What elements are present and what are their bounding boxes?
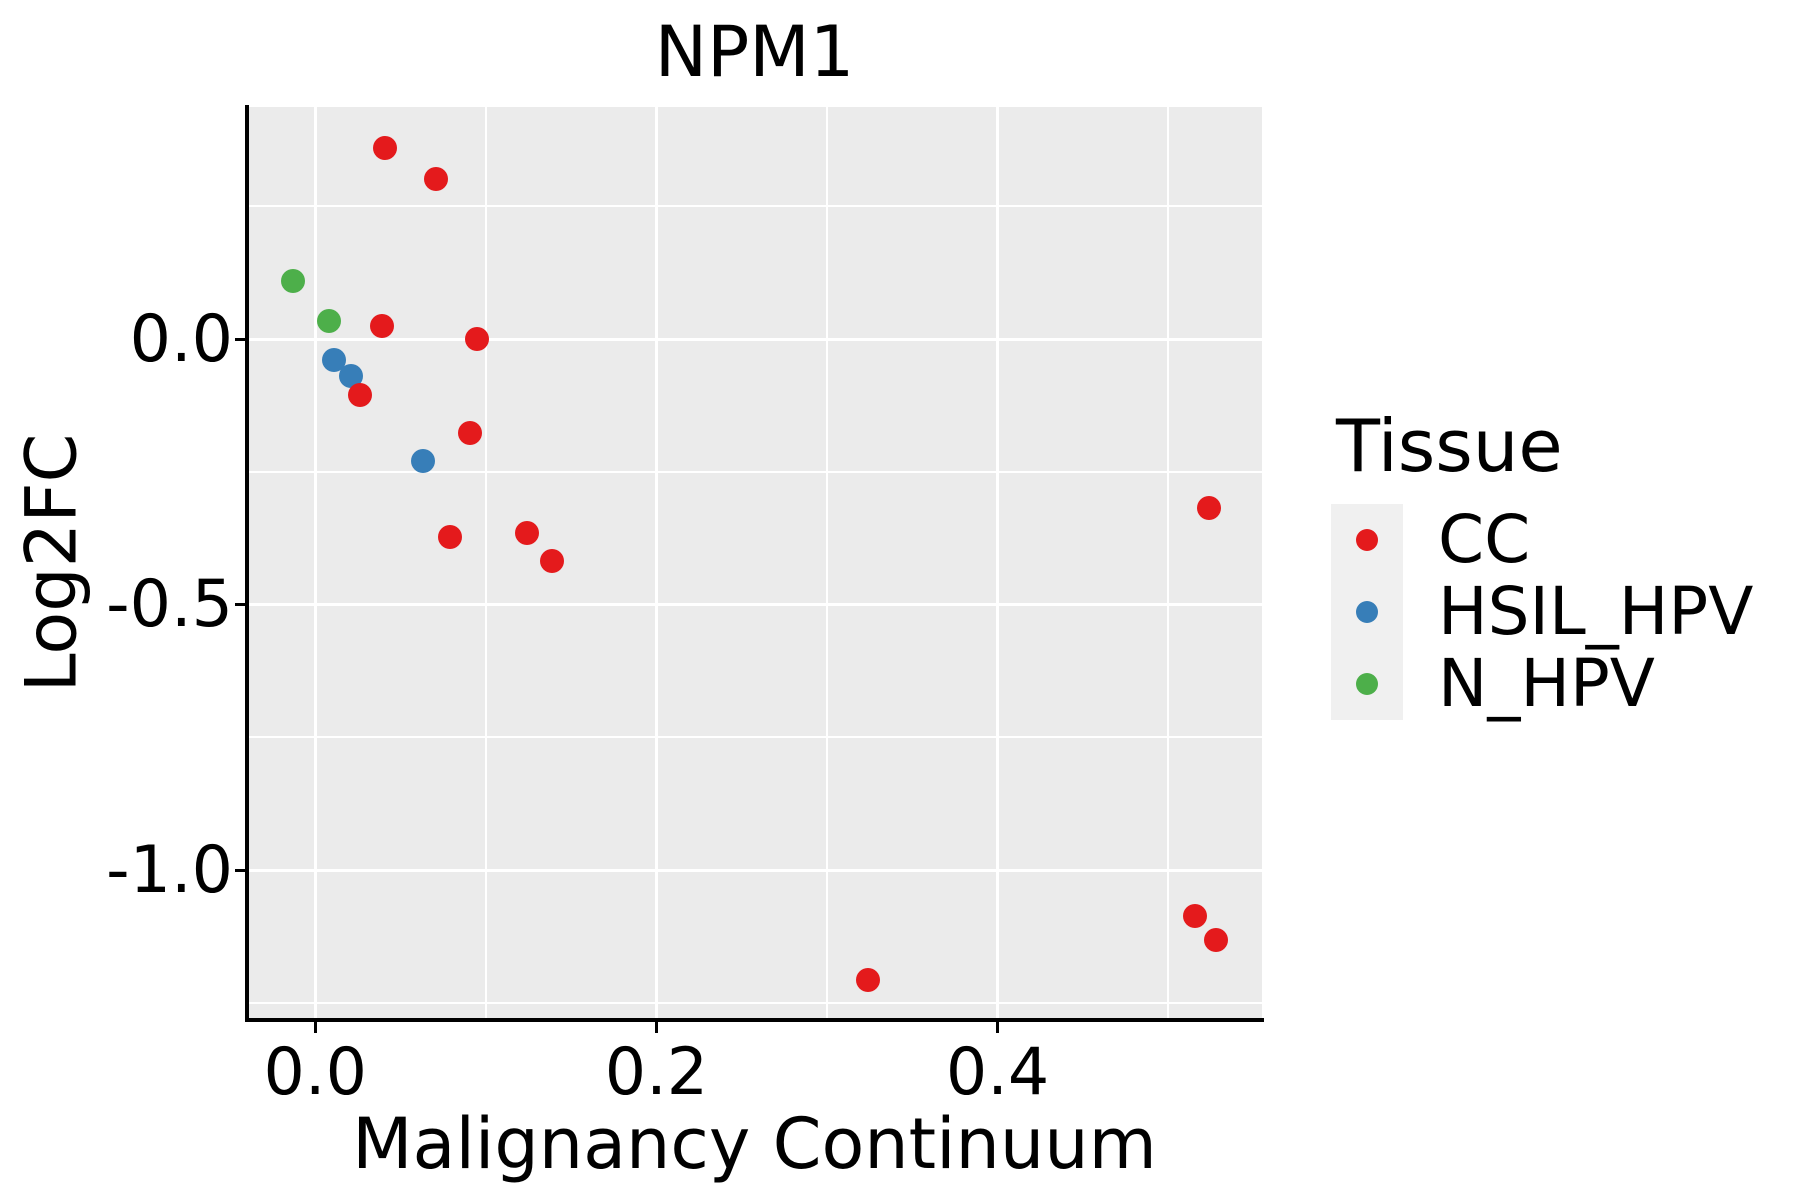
x-tick-label: 0.4 xyxy=(945,1035,1050,1110)
grid-minor-vline xyxy=(1167,107,1170,1020)
grid-major-vline xyxy=(313,107,317,1020)
y-tick-label: -0.5 xyxy=(106,567,233,643)
legend-dot-icon xyxy=(1356,601,1378,623)
x-tick-label: 0.0 xyxy=(263,1035,367,1110)
x-axis-tick xyxy=(996,1022,1000,1033)
data-point-CC xyxy=(1197,495,1222,520)
grid-minor-vline xyxy=(826,107,828,1020)
legend-key-N_HPV xyxy=(1331,648,1403,720)
data-point-CC xyxy=(424,167,449,192)
y-tick-label: 0.0 xyxy=(129,301,233,377)
y-tick-label: -1.0 xyxy=(106,832,233,908)
legend-dot-icon xyxy=(1356,673,1378,695)
data-point-CC xyxy=(855,967,880,992)
grid-minor-hline xyxy=(247,736,1262,739)
y-axis-tick xyxy=(235,868,246,872)
data-point-N_HPV xyxy=(281,268,306,293)
y-axis-line xyxy=(245,105,249,1022)
y-axis-tick xyxy=(235,337,246,341)
x-axis-tick xyxy=(654,1022,658,1033)
data-point-CC xyxy=(373,135,398,160)
x-axis-tick xyxy=(313,1022,317,1033)
grid-major-hline xyxy=(247,337,1262,341)
grid-minor-hline xyxy=(247,205,1262,208)
plot-title: NPM1 xyxy=(654,11,855,93)
grid-major-hline xyxy=(247,603,1262,607)
data-point-CC xyxy=(514,520,539,545)
data-point-CC xyxy=(438,524,462,549)
y-axis-tick xyxy=(235,603,246,607)
legend-dot-icon xyxy=(1356,529,1378,551)
grid-minor-hline xyxy=(247,1002,1262,1004)
y-axis-title: Log2FC xyxy=(10,433,93,693)
legend-key-HSIL_HPV xyxy=(1331,576,1403,648)
data-point-CC xyxy=(465,327,490,352)
data-point-CC xyxy=(458,420,483,445)
grid-minor-vline xyxy=(484,107,487,1020)
grid-minor-hline xyxy=(247,470,1262,473)
grid-major-vline xyxy=(996,107,1000,1020)
legend-title: Tissue xyxy=(1336,404,1563,488)
legend-label-CC: CC xyxy=(1438,501,1531,578)
legend-label-HSIL_HPV: HSIL_HPV xyxy=(1438,573,1754,650)
grid-major-hline xyxy=(247,868,1262,872)
data-point-HSIL_HPV xyxy=(410,448,435,473)
legend-label-N_HPV: N_HPV xyxy=(1438,645,1655,722)
data-point-CC xyxy=(1183,904,1208,929)
x-axis-line xyxy=(245,1018,1264,1022)
x-tick-label: 0.2 xyxy=(604,1035,709,1110)
data-point-CC xyxy=(540,549,565,574)
data-point-N_HPV xyxy=(316,309,341,334)
data-point-CC xyxy=(1203,928,1228,953)
x-axis-title: Malignancy Continuum xyxy=(352,1103,1157,1185)
data-point-CC xyxy=(347,382,372,407)
grid-major-vline xyxy=(654,107,658,1020)
legend-key-CC xyxy=(1331,504,1403,576)
plot-panel xyxy=(247,107,1262,1020)
data-point-CC xyxy=(369,313,394,338)
